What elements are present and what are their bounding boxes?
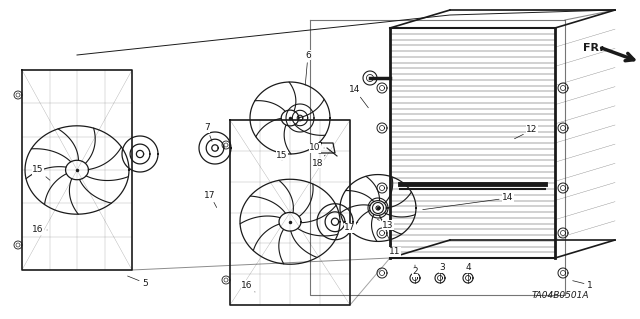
Text: 15: 15 (32, 166, 50, 180)
Text: 11: 11 (386, 233, 401, 256)
Text: 2: 2 (412, 265, 418, 277)
Text: 12: 12 (515, 125, 538, 139)
Text: 10: 10 (309, 144, 324, 152)
Text: 15: 15 (276, 151, 288, 160)
Text: 4: 4 (465, 263, 471, 272)
Text: 17: 17 (204, 190, 217, 208)
Text: 14: 14 (349, 85, 369, 108)
Text: 9: 9 (0, 318, 1, 319)
Text: 6: 6 (305, 50, 311, 85)
Text: 8: 8 (0, 318, 1, 319)
Text: 5: 5 (127, 276, 148, 287)
Text: TA04B0501A: TA04B0501A (531, 291, 589, 300)
Text: 16: 16 (241, 280, 255, 292)
Text: 13: 13 (378, 219, 394, 229)
Text: 1: 1 (573, 280, 593, 290)
Text: 16: 16 (32, 226, 47, 234)
Text: 7: 7 (204, 123, 212, 141)
Text: FR.: FR. (582, 43, 603, 53)
Text: 17: 17 (344, 222, 358, 233)
Text: 19: 19 (0, 318, 1, 319)
Text: 14: 14 (423, 194, 514, 210)
Text: 3: 3 (439, 263, 445, 272)
Text: 18: 18 (312, 155, 325, 167)
